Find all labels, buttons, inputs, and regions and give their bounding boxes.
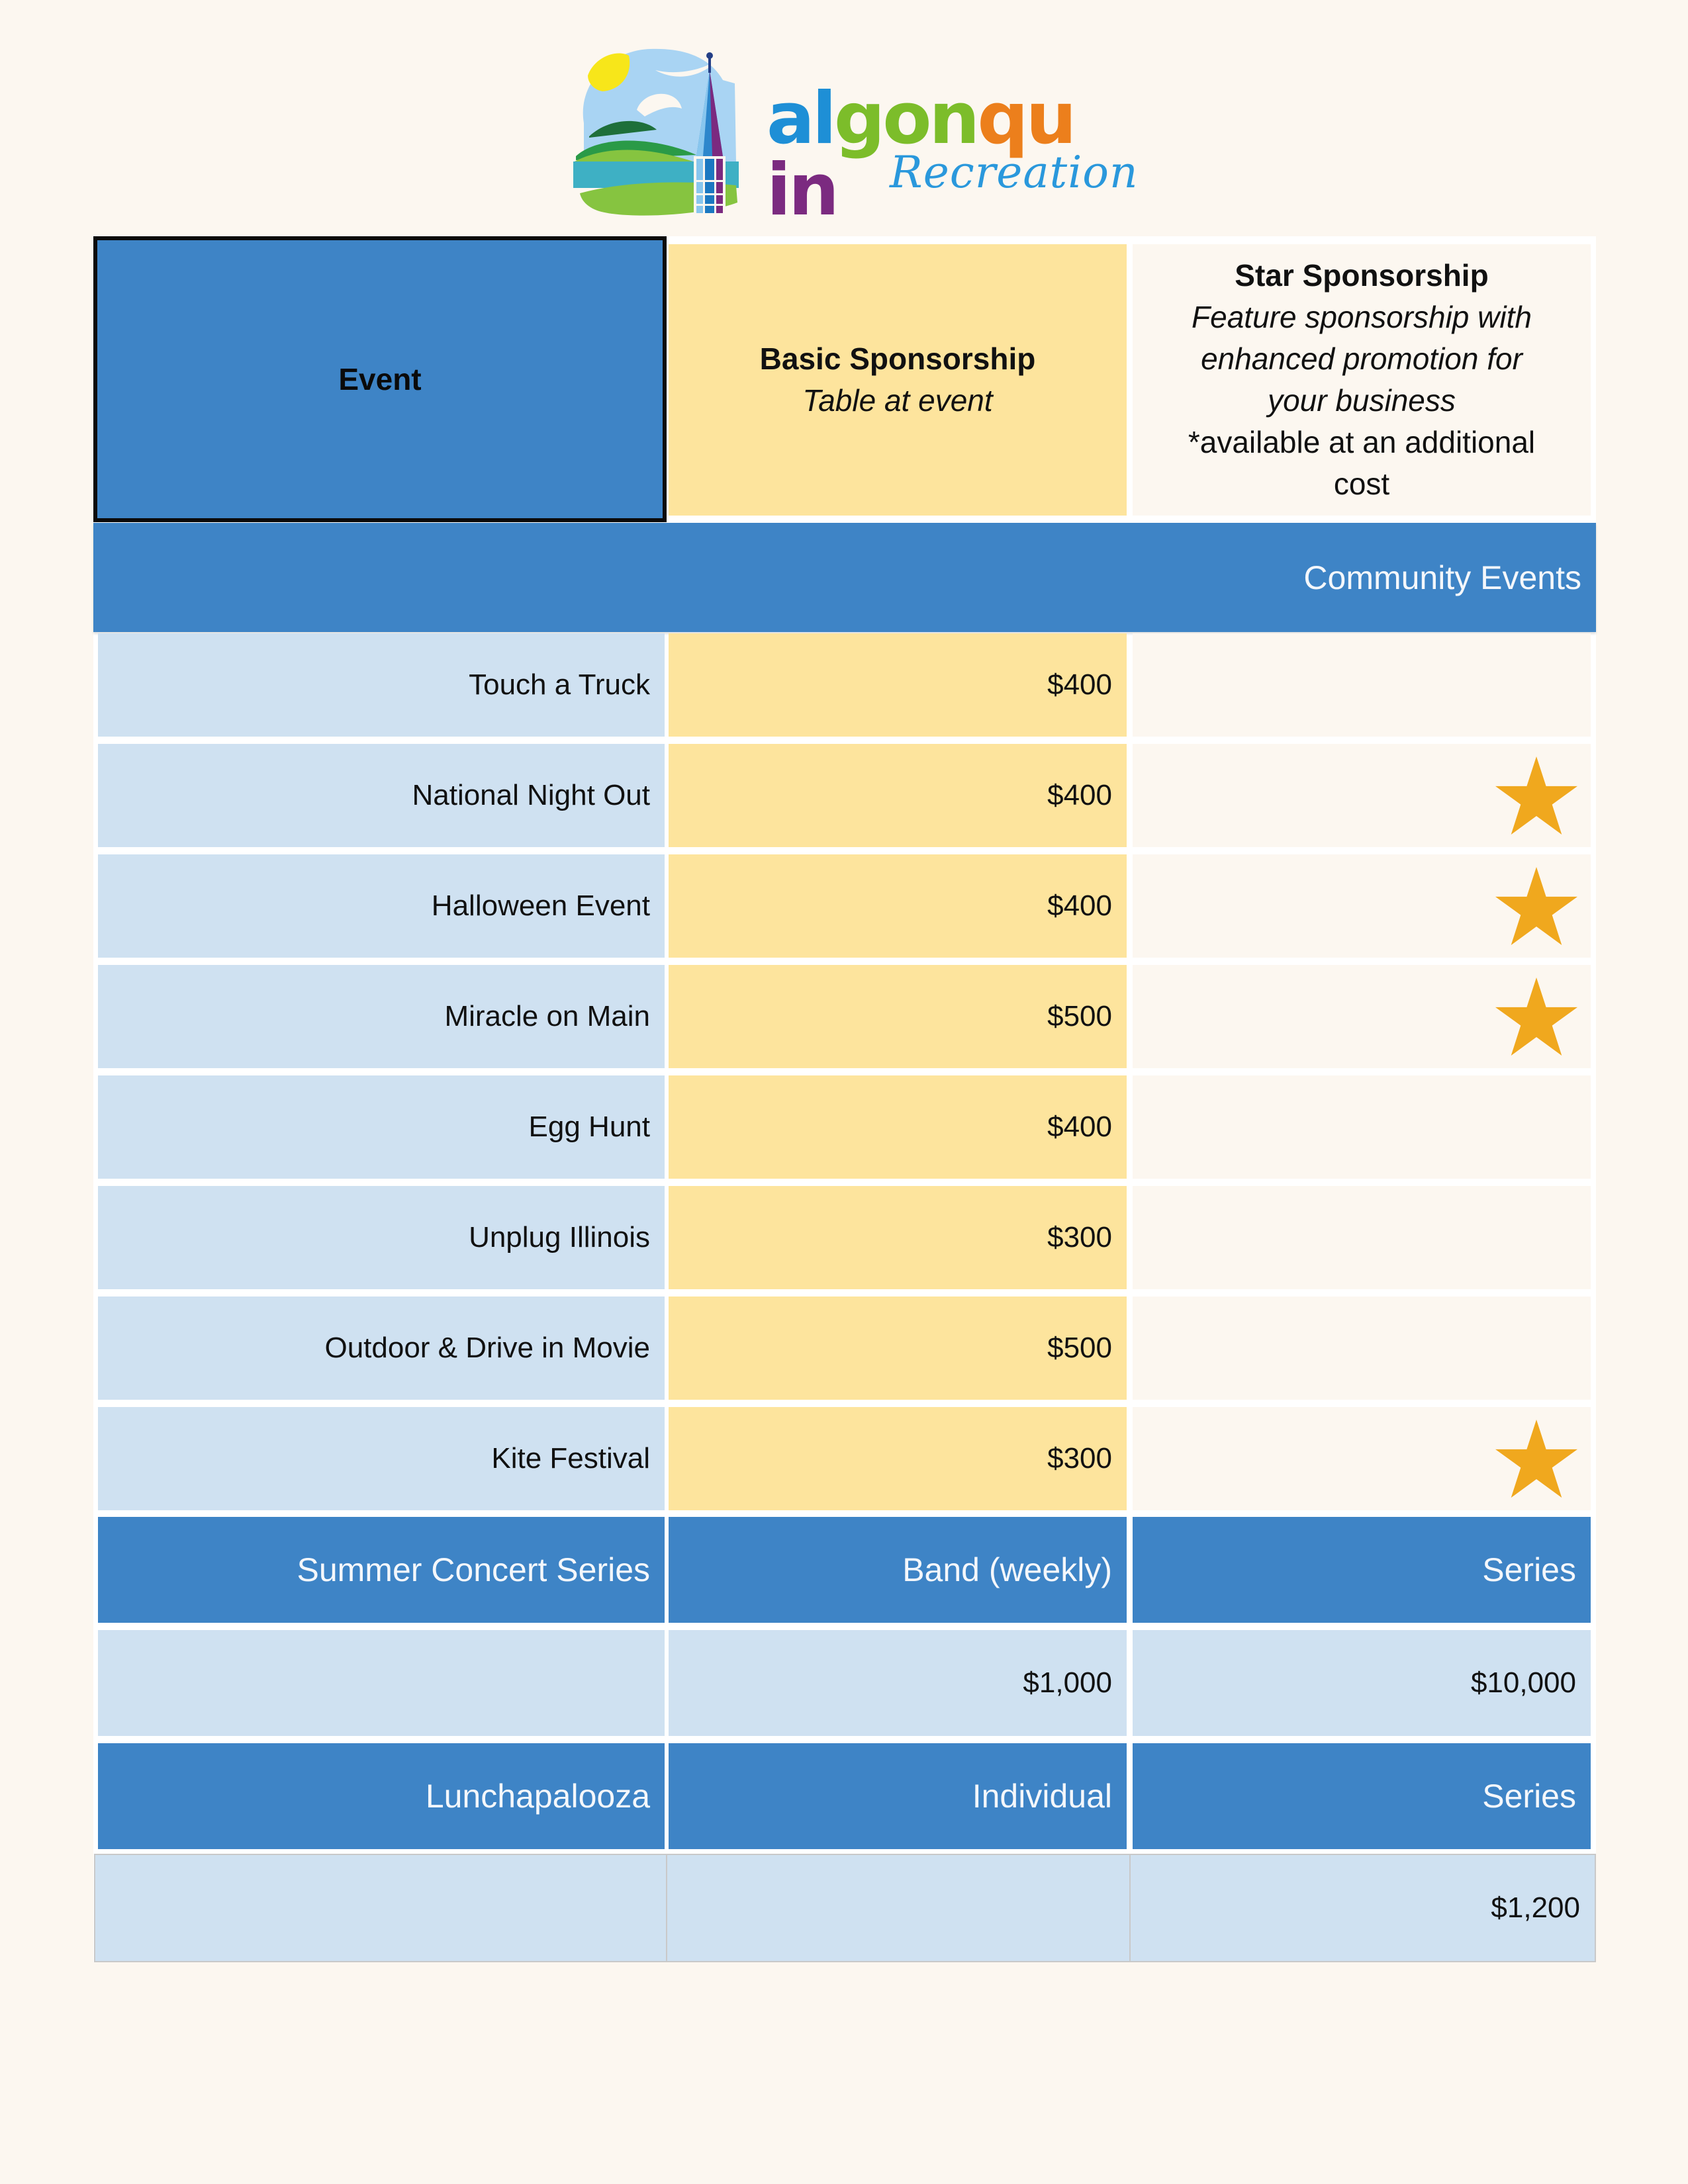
basic-price-cell: $500 [669, 965, 1127, 1068]
table-row-event: Miracle on Main [98, 965, 665, 1068]
column-label: Series [1482, 1551, 1576, 1588]
basic-price: $400 [1047, 889, 1112, 922]
event-name: Outdoor & Drive in Movie [324, 1332, 650, 1364]
star-icon [1495, 978, 1577, 1056]
lunch-col2-header: Individual [669, 1743, 1127, 1849]
lunch-series-price-cell: $1,200 [1129, 1854, 1596, 1962]
star-icon [1495, 1420, 1577, 1498]
basic-sponsorship-title: Basic Sponsorship [759, 341, 1036, 376]
column-label: Band (weekly) [902, 1551, 1112, 1588]
section-label: Community Events [1303, 559, 1581, 596]
star-cell [1133, 965, 1591, 1068]
event-name: Touch a Truck [469, 668, 650, 701]
concert-col2-header: Band (weekly) [669, 1517, 1127, 1623]
basic-price-cell: $300 [669, 1186, 1127, 1289]
section-community-events: Community Events [93, 523, 1596, 632]
basic-price: $500 [1047, 1332, 1112, 1364]
section-label: Lunchapalooza [425, 1778, 650, 1815]
logo-word-part: qu [977, 77, 1076, 160]
column-label: Individual [972, 1778, 1112, 1815]
table-row-event: Outdoor & Drive in Movie [98, 1297, 665, 1400]
star-cell [1133, 1297, 1591, 1400]
table-row-event: National Night Out [98, 744, 665, 847]
sponsorship-table: Event Basic Sponsorship Table at event S… [93, 236, 1596, 1962]
basic-price-cell: $400 [669, 633, 1127, 737]
algonquin-recreation-logo: algonquin Recreation [571, 44, 1138, 226]
star-sponsorship-desc-line: Feature sponsorship with [1192, 300, 1532, 334]
star-icon [1495, 867, 1577, 945]
star-sponsorship-desc-line: your business [1268, 383, 1456, 418]
star-cell [1133, 633, 1591, 737]
table-row-event: Egg Hunt [98, 1075, 665, 1179]
basic-price: $500 [1047, 1000, 1112, 1032]
logo-landscape-icon [573, 48, 739, 216]
star-sponsorship-desc-line: enhanced promotion for [1201, 341, 1523, 376]
basic-price: $300 [1047, 1442, 1112, 1475]
logo-word-part: gon [833, 77, 980, 160]
event-name: National Night Out [412, 779, 650, 811]
star-cell [1133, 1407, 1591, 1510]
basic-price: $400 [1047, 668, 1112, 701]
price: $1,200 [1491, 1891, 1580, 1924]
header-event: Event [93, 236, 667, 522]
basic-price-cell: $300 [669, 1407, 1127, 1510]
star-cell [1133, 1186, 1591, 1289]
basic-price: $400 [1047, 1111, 1112, 1143]
column-label: Series [1482, 1778, 1576, 1815]
lunch-price-row-label [94, 1854, 667, 1962]
event-name: Unplug Illinois [469, 1221, 650, 1253]
header-star-sponsorship: Star Sponsorship Feature sponsorship wit… [1133, 244, 1591, 516]
star-icon [1495, 756, 1577, 835]
basic-price: $300 [1047, 1221, 1112, 1253]
basic-price-cell: $400 [669, 1075, 1127, 1179]
section-summer-concert-series: Summer Concert Series [98, 1517, 665, 1623]
logo-word-part: al [767, 77, 837, 160]
lunch-individual-price-cell [666, 1854, 1131, 1962]
basic-price: $400 [1047, 779, 1112, 811]
event-name: Egg Hunt [528, 1111, 650, 1143]
basic-sponsorship-subtitle: Table at event [802, 383, 993, 418]
concert-band-price-cell: $1,000 [669, 1630, 1127, 1736]
star-sponsorship-note-line: *available at an additional [1188, 425, 1536, 459]
basic-price-cell: $500 [669, 1297, 1127, 1400]
price: $10,000 [1470, 1666, 1576, 1699]
table-row-event: Unplug Illinois [98, 1186, 665, 1289]
star-sponsorship-note-line: cost [1333, 467, 1390, 501]
logo-word-part: in [767, 149, 839, 232]
concert-series-price-cell: $10,000 [1133, 1630, 1591, 1736]
star-sponsorship-title: Star Sponsorship [1235, 258, 1489, 293]
concert-price-row-label [98, 1630, 665, 1736]
basic-price-cell: $400 [669, 854, 1127, 958]
table-row-event: Kite Festival [98, 1407, 665, 1510]
header-basic-sponsorship: Basic Sponsorship Table at event [669, 244, 1127, 516]
section-label: Summer Concert Series [297, 1551, 651, 1588]
header-event-label: Event [338, 362, 422, 396]
logo-subtitle: Recreation [890, 147, 1139, 198]
basic-price-cell: $400 [669, 744, 1127, 847]
concert-col3-header: Series [1133, 1517, 1591, 1623]
logo-wordmark: algonquin [767, 83, 1127, 226]
table-row-event: Halloween Event [98, 854, 665, 958]
lunch-col3-header: Series [1133, 1743, 1591, 1849]
star-cell [1133, 854, 1591, 958]
event-name: Miracle on Main [444, 1000, 650, 1032]
star-cell [1133, 1075, 1591, 1179]
event-name: Halloween Event [431, 889, 650, 922]
star-cell [1133, 744, 1591, 847]
table-row-event: Touch a Truck [98, 633, 665, 737]
price: $1,000 [1023, 1666, 1112, 1699]
event-name: Kite Festival [491, 1442, 650, 1475]
section-lunchapalooza: Lunchapalooza [98, 1743, 665, 1849]
